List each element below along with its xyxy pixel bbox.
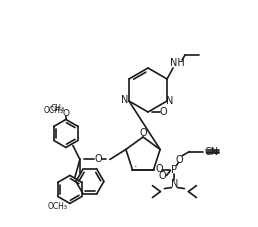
Text: CH₃: CH₃ <box>51 104 65 113</box>
Text: O: O <box>176 155 183 165</box>
Text: O: O <box>159 107 167 117</box>
Text: O: O <box>156 164 163 174</box>
Text: N: N <box>171 179 178 189</box>
Text: OCH₃: OCH₃ <box>48 202 68 211</box>
Text: O: O <box>94 154 102 164</box>
Text: N: N <box>166 96 174 106</box>
Text: OCH₃: OCH₃ <box>44 106 64 116</box>
Text: NH: NH <box>170 58 184 68</box>
Text: O: O <box>159 170 166 180</box>
Text: O: O <box>139 128 147 138</box>
Text: CN: CN <box>204 147 219 157</box>
Text: ·: · <box>134 163 137 173</box>
Text: N: N <box>121 95 129 105</box>
Text: P: P <box>171 165 178 175</box>
Text: O: O <box>62 109 69 118</box>
